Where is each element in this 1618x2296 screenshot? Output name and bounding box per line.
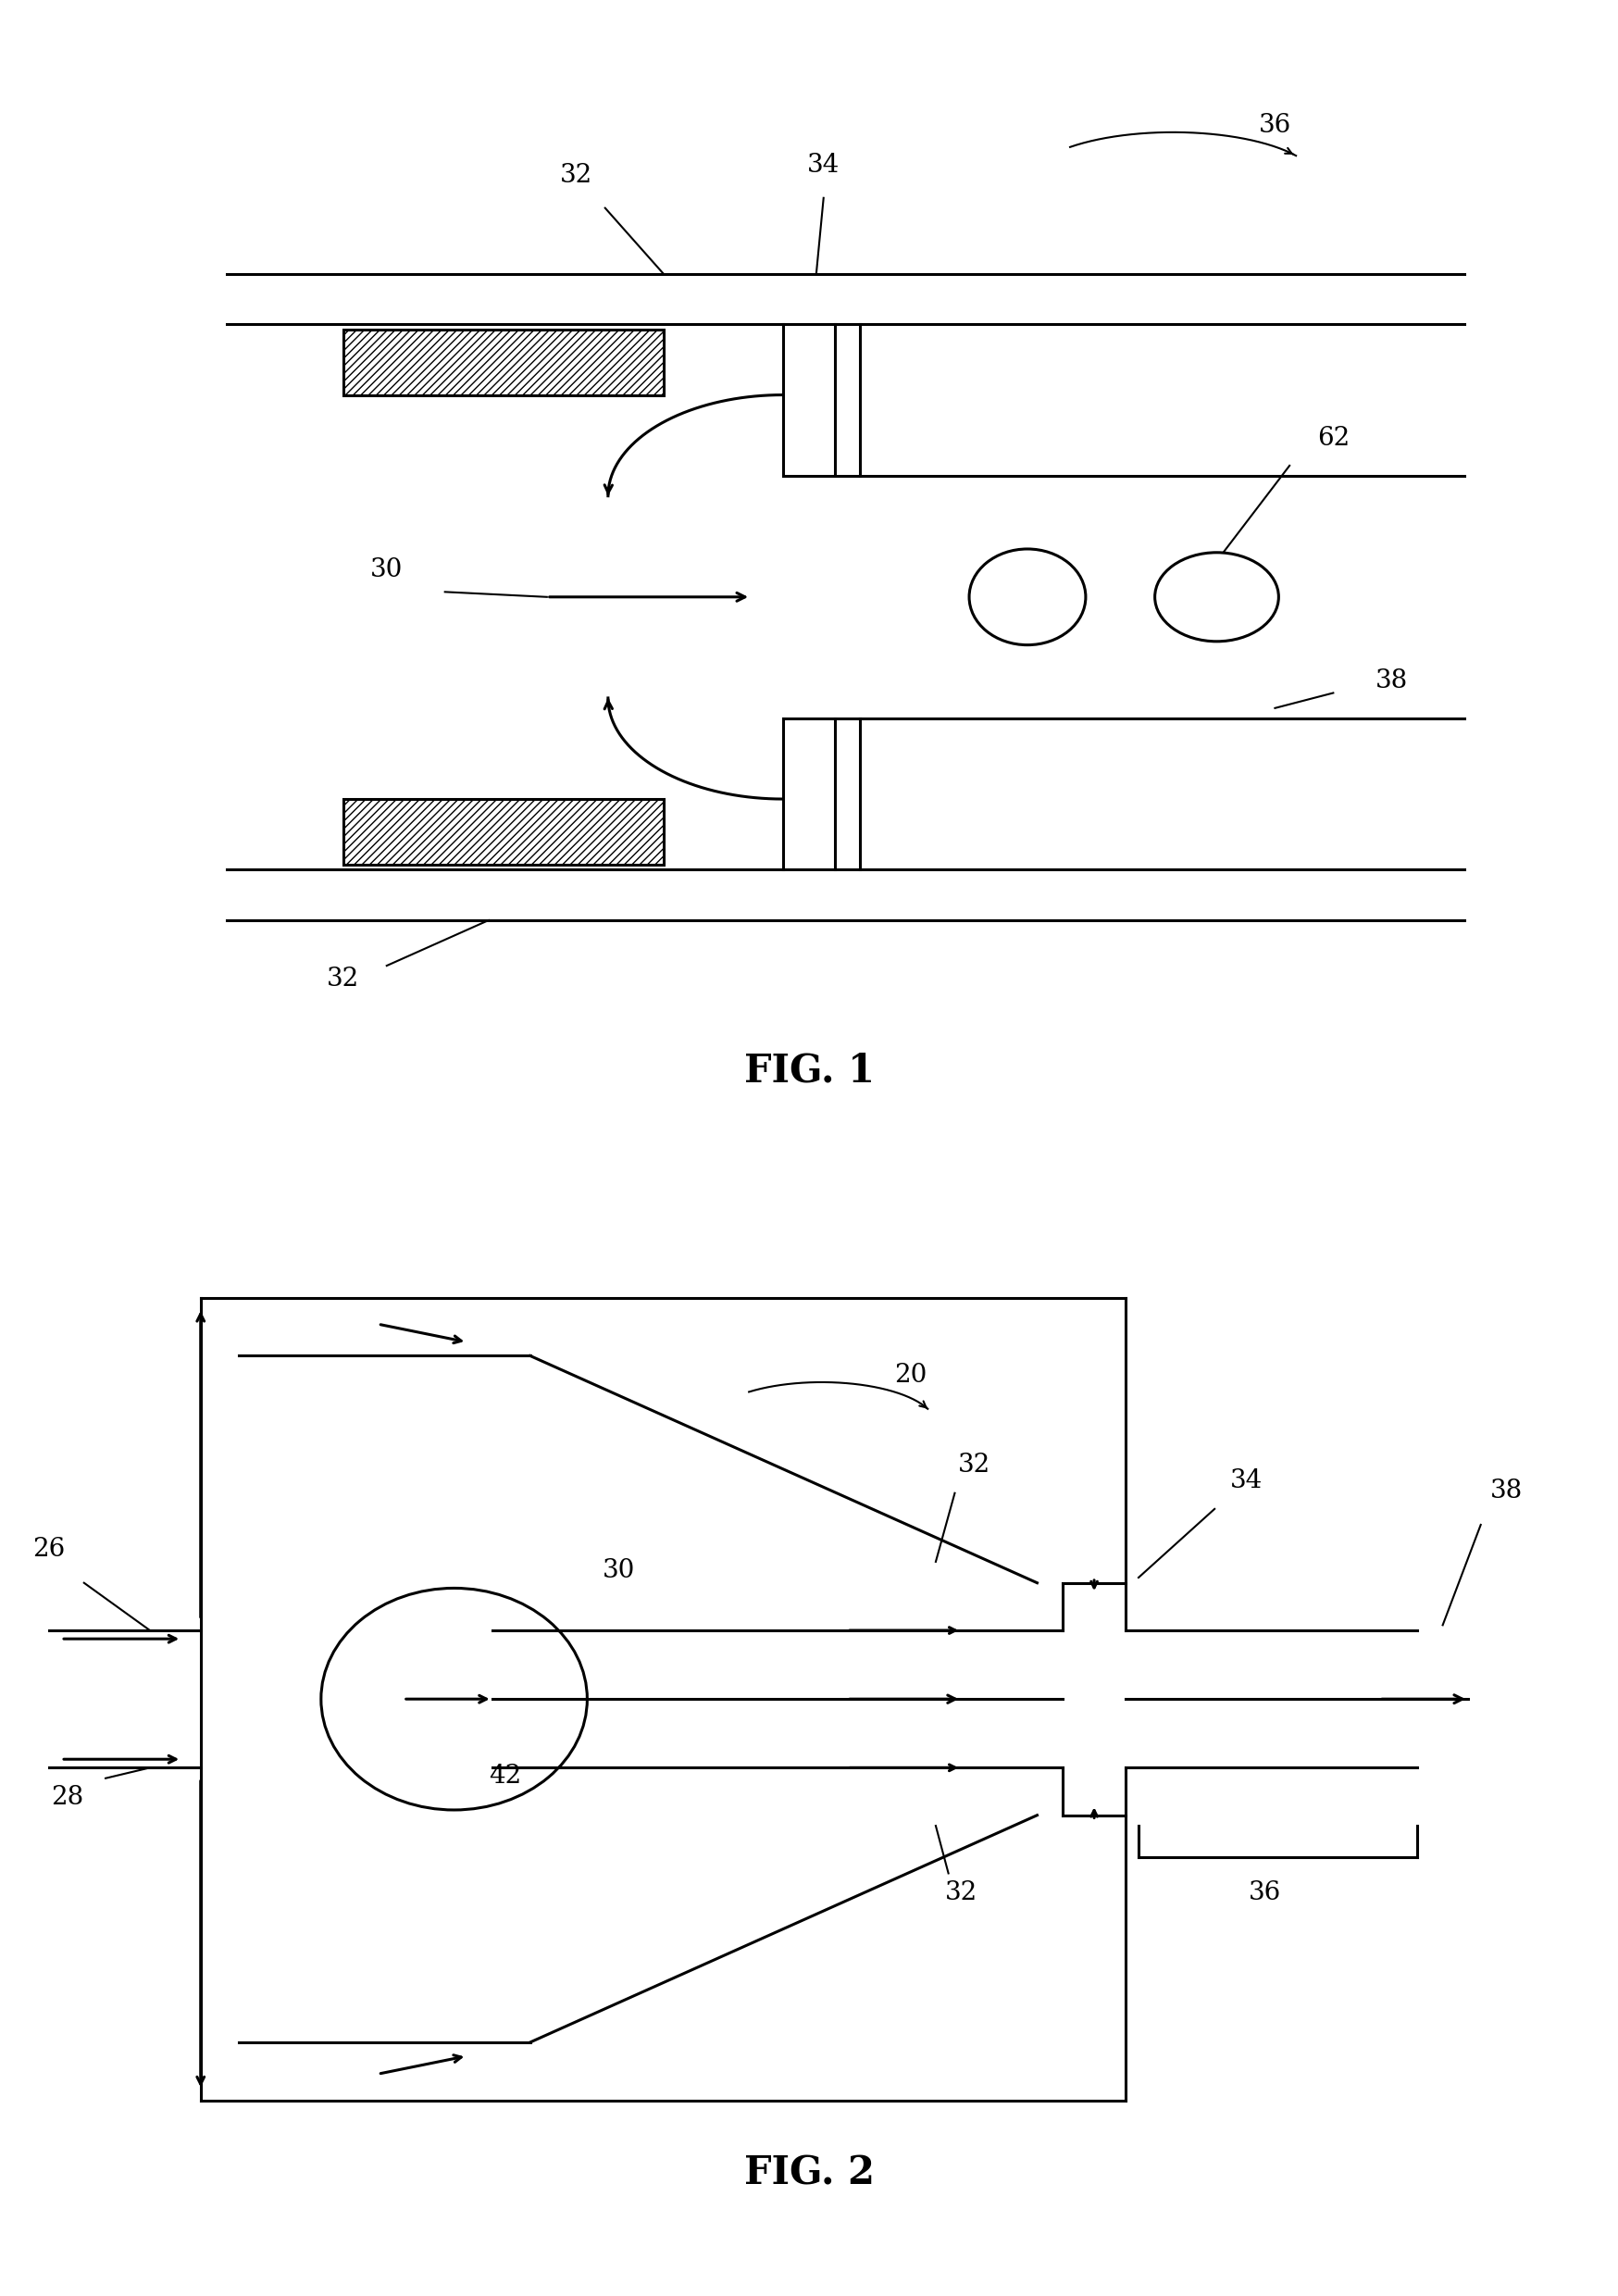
Text: 32: 32 xyxy=(560,163,592,188)
Text: 42: 42 xyxy=(489,1763,521,1789)
Text: FIG. 2: FIG. 2 xyxy=(744,2154,874,2193)
Text: 34: 34 xyxy=(807,154,840,179)
Text: 26: 26 xyxy=(32,1536,65,1561)
Text: 28: 28 xyxy=(52,1786,84,1809)
Text: 36: 36 xyxy=(1259,113,1291,138)
Ellipse shape xyxy=(969,549,1086,645)
Text: 30: 30 xyxy=(371,558,403,583)
Bar xyxy=(343,328,663,395)
Text: 32: 32 xyxy=(945,1880,977,1906)
Text: 38: 38 xyxy=(1490,1479,1523,1504)
Text: 30: 30 xyxy=(602,1559,636,1584)
Text: 62: 62 xyxy=(1317,427,1349,450)
Text: 36: 36 xyxy=(1249,1880,1281,1906)
Text: FIG. 1: FIG. 1 xyxy=(744,1052,874,1091)
Text: 32: 32 xyxy=(327,967,359,992)
Text: 32: 32 xyxy=(958,1453,990,1479)
Circle shape xyxy=(320,1589,587,1809)
Bar xyxy=(343,799,663,866)
Text: 20: 20 xyxy=(895,1364,927,1387)
Text: 38: 38 xyxy=(1375,668,1408,693)
Text: 34: 34 xyxy=(1230,1469,1262,1492)
Ellipse shape xyxy=(1155,553,1278,641)
